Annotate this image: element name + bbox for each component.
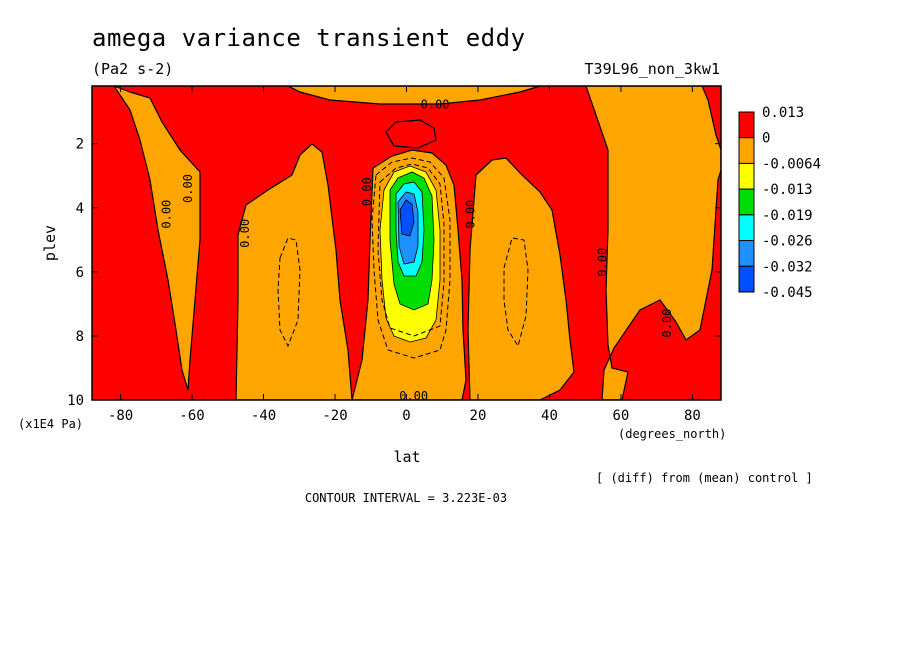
- x-tick-label: 20: [470, 408, 487, 424]
- plot-area: [92, 86, 721, 400]
- contour-label: 0.00: [463, 200, 477, 229]
- colorbar-label: -0.013: [762, 182, 813, 198]
- x-tick-label: 60: [613, 408, 630, 424]
- colorbar-swatch: [738, 240, 755, 267]
- contour-label: 0.00: [360, 177, 374, 206]
- x-tick-label: 40: [541, 408, 558, 424]
- orange-region-right-mid: [467, 157, 575, 400]
- x-tick-label: -60: [179, 408, 204, 424]
- contour-label: 0.00: [238, 219, 252, 248]
- contour-interval: CONTOUR INTERVAL = 3.223E-03: [305, 491, 507, 505]
- diff-note: [ (diff) from (mean) control ]: [596, 471, 813, 485]
- chart-title: amega variance transient eddy: [92, 24, 526, 52]
- x-tick-label: 0: [402, 408, 410, 424]
- colorbar-swatch: [738, 137, 755, 164]
- y-tick-label: 8: [76, 329, 84, 345]
- contour-label: 0.00: [181, 174, 195, 203]
- y-tick-label: 2: [76, 137, 84, 153]
- contour-label: 0.00: [660, 309, 674, 338]
- x-tick-label: -40: [251, 408, 276, 424]
- colorbar-swatch: [738, 111, 755, 139]
- y-axis: 2 4 6 8 10: [67, 137, 721, 409]
- units-label: (Pa2 s-2): [92, 60, 173, 78]
- x-tick-label: -20: [322, 408, 347, 424]
- colorbar-label: 0: [762, 131, 770, 147]
- y-units-label: (x1E4 Pa): [18, 417, 83, 431]
- deep-blue-core: [399, 199, 415, 237]
- orange-region-top: [287, 86, 541, 105]
- small-positive-blob: [385, 119, 437, 149]
- colorbar-label: -0.045: [762, 285, 813, 301]
- y-axis-label: plev: [41, 225, 59, 261]
- contour-label: 0.00: [160, 200, 174, 229]
- dashed-contours: [277, 157, 529, 359]
- x-units-label: (degrees_north): [618, 427, 726, 441]
- orange-region-right: [585, 86, 721, 400]
- orange-region-left: [113, 86, 201, 391]
- colorbar-label: 0.013: [762, 105, 804, 121]
- y-tick-label: 6: [76, 265, 84, 281]
- contour-label: 0.00: [421, 97, 450, 111]
- colorbar-swatch: [738, 188, 755, 216]
- contour-label: 0.00: [596, 248, 610, 277]
- colorbar-label: -0.019: [762, 208, 813, 224]
- y-tick-label: 10: [67, 393, 84, 409]
- y-tick-label: 4: [76, 201, 84, 217]
- x-axis: -80 -60 -40 -20 0 20 40 60 80: [108, 86, 701, 424]
- colorbar: 0.013 0 -0.0064 -0.013 -0.019 -0.026 -0.032 -0.…: [738, 105, 821, 301]
- colorbar-swatch: [738, 265, 755, 293]
- contour-label: 0.00: [399, 389, 428, 403]
- colorbar-label: -0.0064: [762, 156, 821, 172]
- x-axis-label: lat: [393, 448, 420, 466]
- colorbar-swatch: [738, 214, 755, 242]
- orange-region-left-mid: [235, 143, 353, 400]
- x-tick-label: -80: [108, 408, 133, 424]
- run-label: T39L96_non_3kw1: [585, 60, 720, 78]
- colorbar-label: -0.032: [762, 259, 813, 275]
- colorbar-label: -0.026: [762, 234, 813, 250]
- x-tick-label: 80: [684, 408, 701, 424]
- colorbar-swatch: [738, 162, 755, 190]
